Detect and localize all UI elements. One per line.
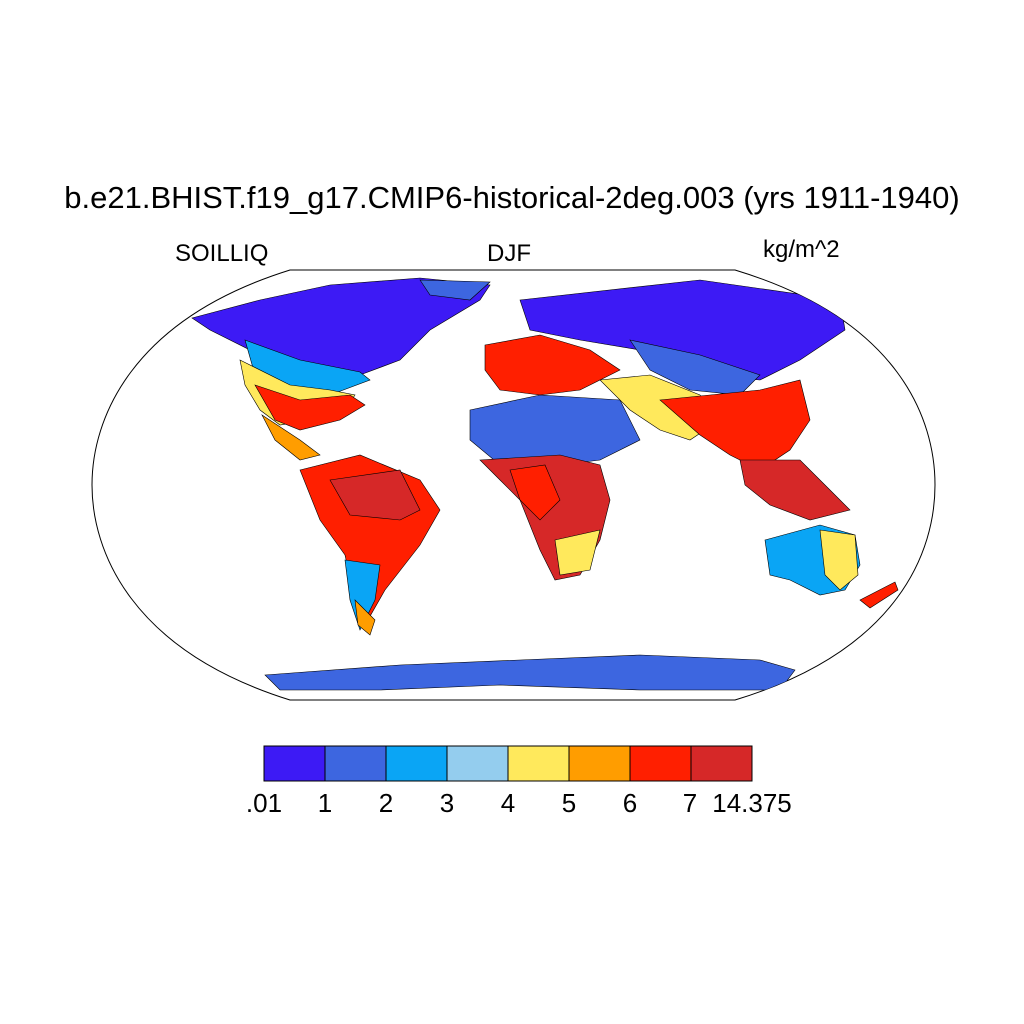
land-region bbox=[859, 581, 899, 609]
colorbar-label: 6 bbox=[622, 788, 638, 818]
land-region bbox=[254, 384, 366, 431]
land-region bbox=[354, 599, 376, 636]
map-boundary bbox=[91, 269, 936, 701]
soil-liquid-field bbox=[191, 277, 899, 691]
colorbar-label: 3 bbox=[439, 788, 455, 818]
units-label: kg/m^2 bbox=[763, 236, 840, 263]
land-region bbox=[419, 279, 491, 301]
colorbar-label: 4 bbox=[500, 788, 516, 818]
land-region bbox=[819, 529, 859, 591]
land-region bbox=[329, 469, 421, 521]
colorbar-label: .01 bbox=[245, 788, 283, 818]
colorbar-box bbox=[324, 745, 387, 782]
land-region bbox=[261, 414, 321, 461]
colorbar-box bbox=[690, 745, 753, 782]
land-region bbox=[264, 654, 796, 691]
land-region bbox=[484, 334, 621, 396]
colorbar-label: 5 bbox=[561, 788, 577, 818]
colorbar-box bbox=[507, 745, 570, 782]
season-label: DJF bbox=[487, 240, 531, 267]
colorbar-label: 7 bbox=[682, 788, 698, 818]
land-region bbox=[554, 529, 601, 576]
colorbar-label: 1 bbox=[317, 788, 333, 818]
plot-title: b.e21.BHIST.f19_g17.CMIP6-historical-2de… bbox=[64, 180, 960, 215]
colorbar-box bbox=[629, 745, 692, 782]
colorbar bbox=[263, 745, 753, 782]
land-region bbox=[469, 394, 641, 466]
land-region bbox=[519, 279, 846, 381]
land-region bbox=[509, 464, 561, 521]
colorbar-box bbox=[446, 745, 509, 782]
colorbar-label: 2 bbox=[378, 788, 394, 818]
colorbar-box bbox=[263, 745, 326, 782]
colorbar-box bbox=[568, 745, 631, 782]
colorbar-box bbox=[385, 745, 448, 782]
variable-label: SOILLIQ bbox=[175, 240, 269, 267]
colorbar-label: 14.375 bbox=[712, 788, 792, 818]
land-region bbox=[739, 459, 851, 521]
land-region bbox=[659, 379, 811, 471]
